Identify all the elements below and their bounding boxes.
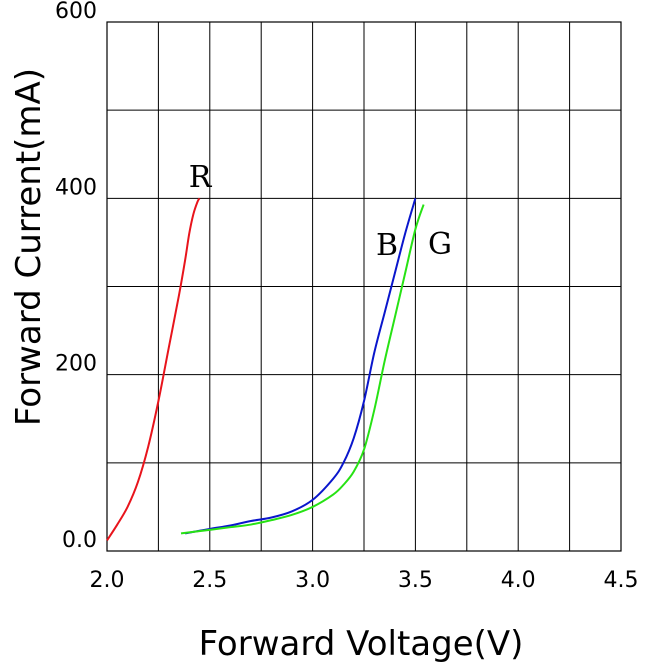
y-tick-label: 0.0 — [62, 528, 97, 553]
series-labels: R B G — [189, 160, 452, 263]
x-axis-title: Forward Voltage(V) — [199, 624, 524, 664]
series-label-b: B — [376, 228, 398, 263]
y-tick-label: 400 — [55, 175, 97, 200]
grid — [107, 22, 621, 551]
x-tick-label: 3.5 — [398, 568, 433, 593]
series-label-r: R — [189, 160, 213, 195]
x-tick-label: 4.5 — [604, 568, 639, 593]
series-label-g: G — [428, 227, 452, 262]
x-tick-labels: 2.0 2.5 3.0 3.5 4.0 4.5 — [90, 568, 639, 593]
y-tick-labels: 0.0 200 400 600 — [55, 0, 97, 553]
series-curves — [106, 197, 425, 541]
x-tick-label: 3.0 — [295, 568, 330, 593]
y-tick-label: 600 — [55, 0, 97, 24]
x-tick-label: 2.5 — [192, 568, 227, 593]
plot-frame — [106, 21, 622, 552]
x-tick-label: 2.0 — [90, 568, 125, 593]
series-line-g — [180, 204, 425, 535]
y-tick-label: 200 — [55, 352, 97, 377]
x-tick-label: 4.0 — [501, 568, 536, 593]
series-line-r — [106, 197, 201, 541]
series-line-b — [184, 198, 417, 535]
y-axis-title: Forward Current(mA) — [9, 68, 49, 426]
